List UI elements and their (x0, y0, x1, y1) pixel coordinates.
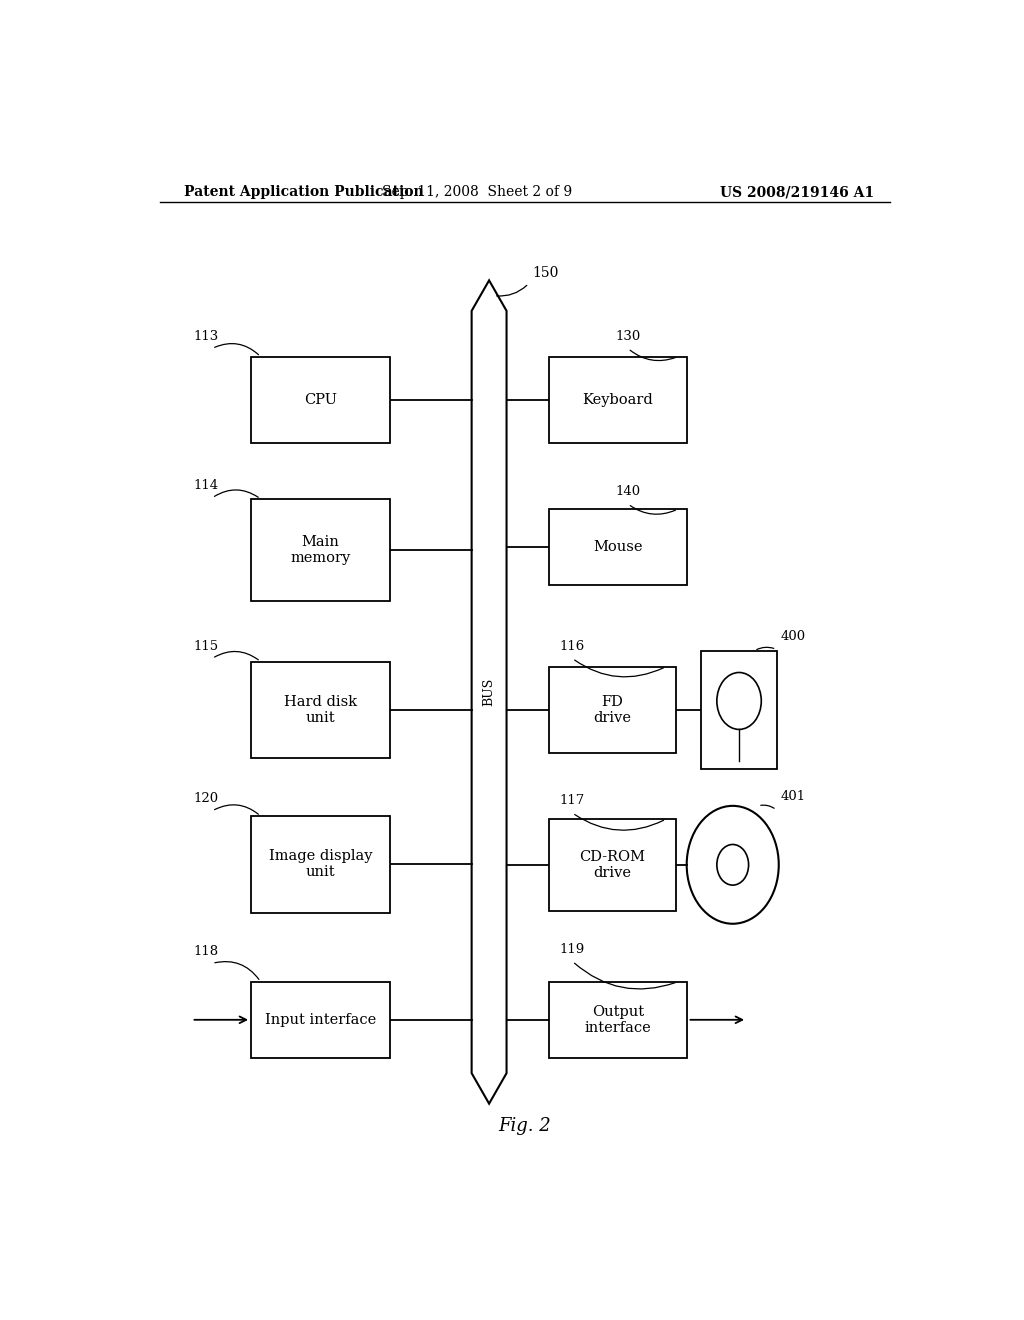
Text: FD
drive: FD drive (593, 694, 631, 725)
FancyArrowPatch shape (497, 285, 526, 296)
Text: Mouse: Mouse (593, 540, 643, 554)
Text: 401: 401 (780, 791, 806, 803)
Text: 113: 113 (194, 330, 218, 343)
FancyBboxPatch shape (549, 818, 676, 911)
FancyBboxPatch shape (251, 661, 390, 758)
Text: 130: 130 (615, 330, 641, 343)
Text: BUS: BUS (482, 678, 496, 706)
FancyBboxPatch shape (701, 651, 777, 768)
Text: Image display
unit: Image display unit (268, 849, 372, 879)
FancyBboxPatch shape (549, 510, 687, 585)
Text: Fig. 2: Fig. 2 (499, 1117, 551, 1135)
FancyBboxPatch shape (549, 356, 687, 444)
Text: Hard disk
unit: Hard disk unit (284, 694, 357, 725)
Text: CPU: CPU (304, 393, 337, 407)
Text: 118: 118 (194, 945, 218, 958)
Text: Keyboard: Keyboard (583, 393, 653, 407)
Text: US 2008/219146 A1: US 2008/219146 A1 (720, 185, 873, 199)
Text: 114: 114 (194, 479, 218, 492)
FancyArrowPatch shape (761, 805, 774, 808)
Text: CD-ROM
drive: CD-ROM drive (580, 850, 645, 880)
FancyArrowPatch shape (215, 805, 258, 814)
Text: 115: 115 (194, 640, 218, 653)
FancyBboxPatch shape (251, 356, 390, 444)
FancyBboxPatch shape (549, 667, 676, 752)
FancyBboxPatch shape (251, 982, 390, 1057)
FancyBboxPatch shape (251, 499, 390, 601)
FancyBboxPatch shape (549, 982, 687, 1057)
Text: Sep. 11, 2008  Sheet 2 of 9: Sep. 11, 2008 Sheet 2 of 9 (382, 185, 572, 199)
FancyArrowPatch shape (630, 350, 676, 360)
Text: 140: 140 (615, 486, 641, 498)
FancyArrowPatch shape (214, 652, 258, 660)
Polygon shape (472, 280, 507, 1104)
FancyArrowPatch shape (574, 814, 664, 830)
FancyArrowPatch shape (574, 964, 676, 989)
Text: Patent Application Publication: Patent Application Publication (183, 185, 423, 199)
FancyArrowPatch shape (757, 647, 774, 649)
Text: 120: 120 (194, 792, 218, 805)
Text: Output
interface: Output interface (585, 1005, 651, 1035)
FancyBboxPatch shape (251, 816, 390, 912)
Text: 116: 116 (560, 640, 585, 653)
Text: 117: 117 (560, 795, 585, 808)
FancyArrowPatch shape (215, 343, 258, 355)
FancyArrowPatch shape (215, 961, 259, 979)
FancyArrowPatch shape (574, 660, 664, 677)
Text: 119: 119 (560, 942, 585, 956)
Text: 400: 400 (780, 630, 806, 643)
FancyArrowPatch shape (630, 506, 676, 515)
Text: 150: 150 (532, 267, 559, 280)
Text: Input interface: Input interface (265, 1012, 376, 1027)
FancyArrowPatch shape (214, 490, 258, 498)
Text: Main
memory: Main memory (291, 535, 350, 565)
